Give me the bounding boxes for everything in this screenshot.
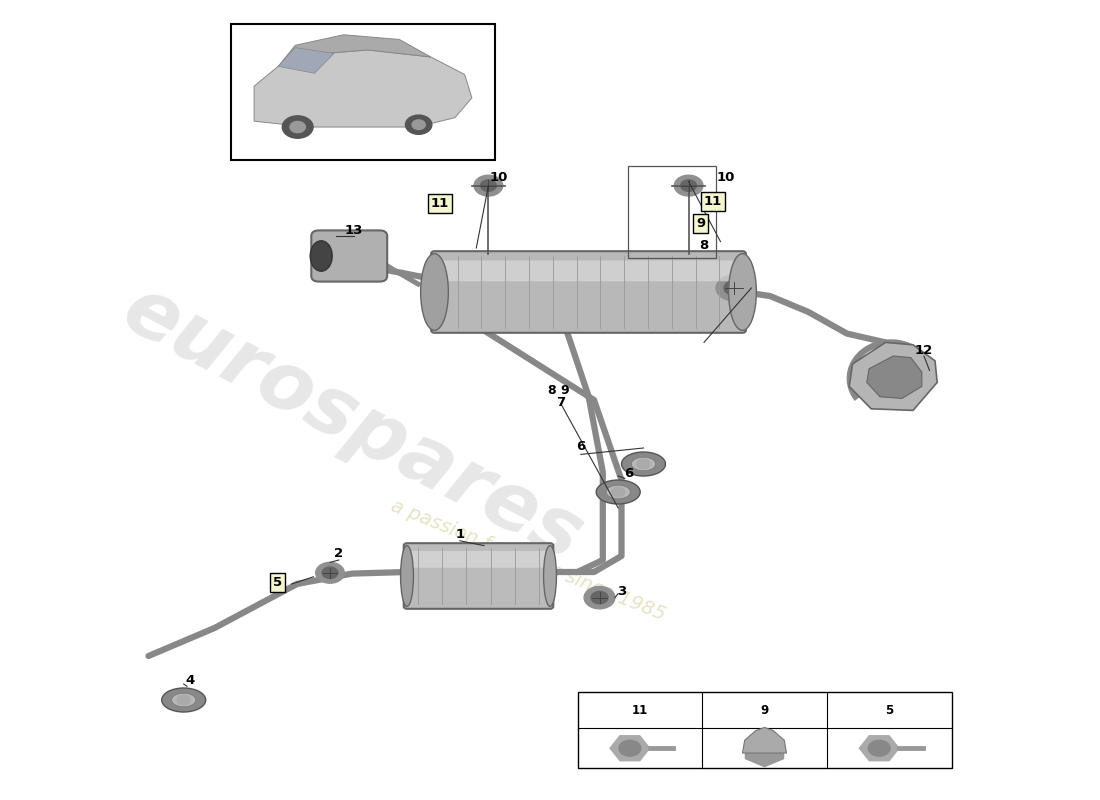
- Circle shape: [868, 740, 890, 756]
- Circle shape: [612, 487, 625, 497]
- Text: 4: 4: [186, 674, 195, 686]
- Circle shape: [584, 586, 615, 609]
- FancyBboxPatch shape: [439, 261, 738, 282]
- Text: 9: 9: [760, 704, 769, 717]
- Circle shape: [481, 180, 496, 191]
- FancyBboxPatch shape: [311, 230, 387, 282]
- Text: 2: 2: [334, 547, 343, 560]
- Circle shape: [322, 567, 338, 578]
- Polygon shape: [742, 727, 786, 753]
- Circle shape: [412, 120, 426, 130]
- Bar: [578, 692, 952, 768]
- FancyBboxPatch shape: [404, 543, 553, 609]
- Circle shape: [681, 180, 696, 191]
- Circle shape: [177, 695, 190, 705]
- Text: 7: 7: [557, 396, 565, 409]
- Circle shape: [724, 281, 744, 295]
- Text: 8: 8: [700, 239, 708, 252]
- Text: 13: 13: [345, 224, 363, 237]
- Circle shape: [316, 562, 344, 583]
- Ellipse shape: [728, 254, 757, 330]
- Circle shape: [591, 591, 608, 604]
- Text: a passion for parts since 1985: a passion for parts since 1985: [388, 496, 668, 624]
- Text: eurospares: eurospares: [109, 270, 595, 578]
- Bar: [231, 24, 495, 160]
- Circle shape: [619, 740, 640, 756]
- Text: 3: 3: [617, 585, 626, 598]
- Ellipse shape: [172, 693, 196, 707]
- Polygon shape: [254, 50, 472, 127]
- Text: 8 9: 8 9: [548, 384, 570, 397]
- Text: 5: 5: [273, 576, 282, 589]
- Text: 11: 11: [704, 195, 722, 208]
- Ellipse shape: [596, 480, 640, 504]
- Text: 1: 1: [455, 528, 464, 541]
- Polygon shape: [849, 342, 937, 410]
- FancyBboxPatch shape: [431, 251, 746, 333]
- Ellipse shape: [621, 452, 665, 476]
- Circle shape: [406, 115, 432, 134]
- FancyBboxPatch shape: [411, 551, 546, 568]
- Polygon shape: [278, 34, 431, 66]
- Ellipse shape: [606, 485, 630, 499]
- Text: 5: 5: [886, 704, 893, 717]
- Text: 6: 6: [576, 440, 585, 453]
- Circle shape: [290, 122, 306, 133]
- Ellipse shape: [162, 688, 206, 712]
- Ellipse shape: [543, 546, 557, 606]
- Text: 12: 12: [915, 344, 933, 357]
- Text: 11: 11: [431, 197, 449, 210]
- Bar: [628, 166, 716, 258]
- Text: 10: 10: [717, 171, 735, 184]
- Text: 10: 10: [490, 171, 507, 184]
- Circle shape: [674, 175, 703, 196]
- Text: 9: 9: [696, 217, 705, 230]
- Text: 6: 6: [625, 467, 634, 480]
- Circle shape: [716, 275, 751, 301]
- Circle shape: [474, 175, 503, 196]
- Ellipse shape: [400, 546, 414, 606]
- Polygon shape: [278, 48, 334, 74]
- Text: 11: 11: [631, 704, 648, 717]
- Ellipse shape: [310, 241, 332, 271]
- Polygon shape: [867, 356, 922, 398]
- Circle shape: [283, 116, 313, 138]
- Ellipse shape: [420, 254, 449, 330]
- Circle shape: [637, 459, 650, 469]
- Ellipse shape: [631, 457, 656, 470]
